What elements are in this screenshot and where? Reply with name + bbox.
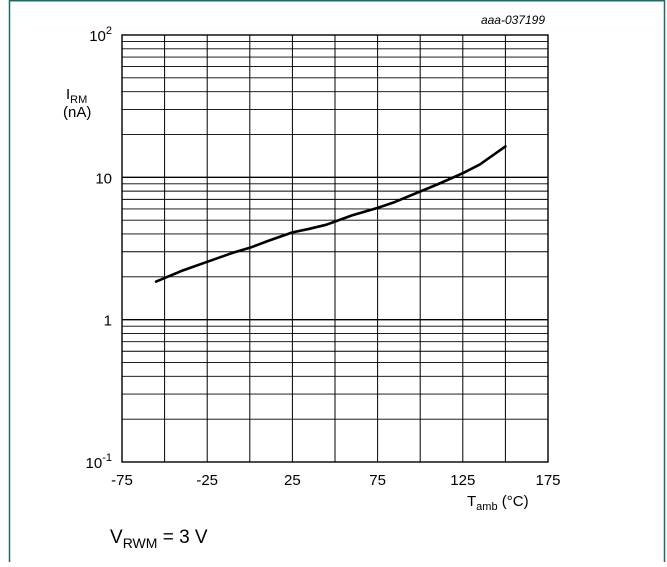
x-tick-label: -75 — [111, 472, 133, 489]
x-tick-label: 175 — [535, 472, 560, 489]
y-tick-label: 10 — [95, 170, 112, 187]
x-tick-label: -25 — [196, 472, 218, 489]
test-condition: VRWM = 3 V — [110, 527, 208, 551]
x-tick-label: 25 — [284, 472, 301, 489]
grid-lines — [122, 35, 548, 462]
figure-code: aaa-037199 — [481, 13, 545, 27]
y-tick-label: 1 — [104, 313, 112, 330]
x-tick-label: 125 — [450, 472, 475, 489]
y-axis-label: IRM — [66, 86, 87, 106]
x-tick-label: 75 — [369, 472, 386, 489]
y-tick-label: 10-1 — [86, 452, 112, 472]
y-axis-unit: (nA) — [63, 104, 91, 121]
x-tick-labels: -75 -25 25 75 125 175 — [111, 472, 560, 489]
y-tick-label: 102 — [89, 25, 112, 45]
series-line — [154, 145, 507, 283]
plot-area-border — [121, 34, 549, 463]
y-tick-labels: 102 10 1 10-1 — [86, 25, 112, 472]
x-axis-label: Tamb (°C) — [467, 493, 529, 513]
